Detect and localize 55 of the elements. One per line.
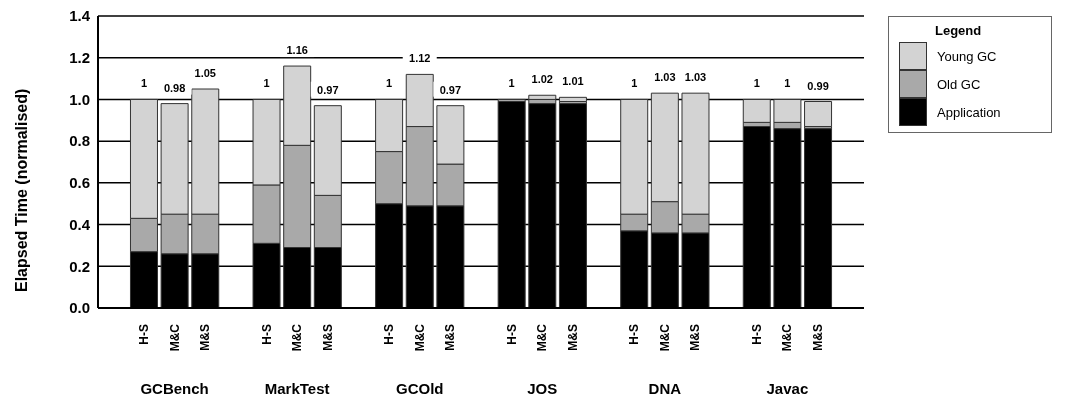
total-label: 0.97: [317, 83, 339, 96]
x-tick-label: M&S: [443, 324, 458, 351]
total-label: 1: [753, 77, 760, 90]
total-label: 1: [508, 77, 515, 90]
total-label: 1.03: [684, 71, 707, 84]
x-tick-label: H-S: [259, 324, 274, 345]
x-tick-label: M&S: [198, 324, 213, 351]
y-axis-title: Elapsed Time (normalised): [12, 88, 30, 292]
x-tick-label: H-S: [136, 324, 151, 345]
total-label: 1: [386, 77, 393, 90]
legend-label: Application: [937, 104, 1001, 120]
total-label: 0.98: [163, 81, 186, 94]
y-tick-label: 0.2: [69, 257, 90, 275]
y-tick-label: 0.8: [69, 132, 90, 150]
text: DNA: [648, 380, 682, 397]
total-label: 1.12: [409, 52, 431, 65]
total-label: 1: [263, 77, 270, 90]
legend-label: Old GC: [937, 76, 981, 92]
y-tick-label: 1.0: [69, 90, 90, 108]
text: Javac: [766, 380, 809, 397]
y-tick-label: 1.4: [69, 7, 91, 25]
total-label: 1: [140, 77, 148, 90]
text: MarkTest: [264, 380, 330, 397]
x-tick-label: M&S: [688, 324, 703, 351]
y-tick-label: 1.2: [69, 49, 90, 67]
total-label: 0.99: [807, 79, 829, 92]
y-tick-label: 0.4: [69, 215, 91, 233]
x-tick-label: M&S: [565, 324, 580, 351]
x-tick-label: M&C: [167, 323, 182, 352]
x-tick-label: M&C: [657, 323, 672, 352]
legend-label: Young GC: [937, 48, 997, 64]
text: GCBench: [140, 380, 209, 397]
y-tick-label: 0.0: [69, 299, 90, 317]
x-tick-label: H-S: [749, 324, 764, 345]
x-tick-label: M&C: [535, 323, 550, 352]
total-label: 1: [631, 77, 638, 90]
total-label: 0.97: [439, 83, 462, 96]
x-tick-label: H-S: [382, 324, 397, 345]
text: JOS: [527, 380, 558, 397]
x-tick-label: M&C: [780, 323, 795, 352]
x-tick-label: M&S: [811, 324, 826, 351]
x-tick-label: M&C: [290, 323, 305, 352]
total-label: 1.03: [654, 71, 676, 84]
x-tick-label: M&S: [320, 324, 335, 351]
x-tick-label: M&C: [412, 323, 427, 352]
total-label: 1.01: [562, 75, 584, 88]
x-tick-label: H-S: [504, 324, 519, 345]
total-label: 1.05: [194, 67, 216, 79]
x-tick-label: H-S: [627, 324, 642, 345]
text: GCOld: [395, 380, 444, 397]
total-label: 1.16: [286, 44, 308, 57]
y-tick-label: 0.6: [69, 174, 90, 192]
legend-title: Legend: [935, 23, 983, 38]
total-label: 1.02: [531, 73, 554, 86]
total-label: 1: [784, 77, 791, 90]
